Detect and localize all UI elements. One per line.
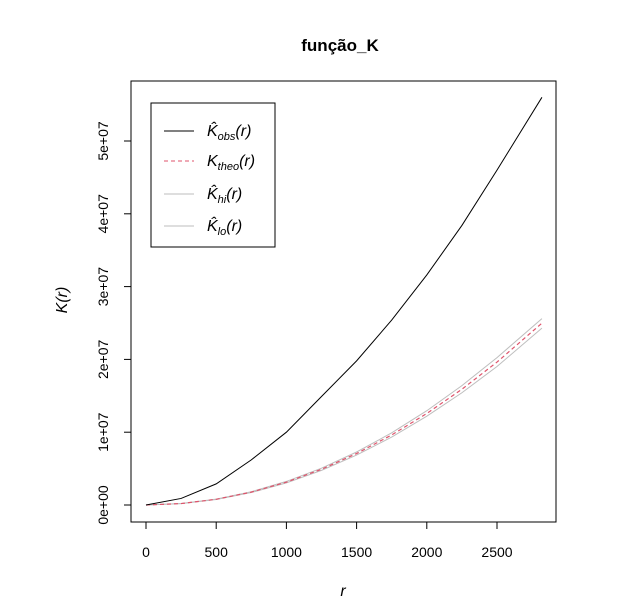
- x-axis-label: r: [340, 583, 346, 600]
- x-tick-label: 0: [142, 544, 150, 560]
- legend: K̂obs(r) Ktheo(r) K̂hi(r) K̂lo(r): [150, 102, 276, 248]
- legend-label-theo: Ktheo(r): [207, 153, 255, 173]
- legend-box: [150, 102, 276, 248]
- x-tick-label: 500: [205, 544, 229, 560]
- y-tick-label: 4e+07: [95, 194, 111, 234]
- chart-title: função_K: [301, 36, 379, 55]
- series-line-hi: [145, 318, 543, 506]
- legend-label-obs: K̂obs(r): [207, 120, 251, 143]
- y-tick-label: 0e+00: [95, 485, 111, 525]
- series-line-lo: [145, 327, 543, 506]
- x-tick-label: 1000: [271, 544, 302, 560]
- y-tick-label: 2e+07: [95, 340, 111, 380]
- legend-label-hi: K̂hi(r): [207, 183, 242, 206]
- x-tick-label: 2500: [481, 544, 512, 560]
- y-tick-label: 1e+07: [95, 412, 111, 452]
- series-line-obs: [145, 97, 543, 506]
- y-axis: 0e+00 1e+07 2e+07 3e+07 4e+07 5e+07: [95, 121, 132, 525]
- y-tick-label: 5e+07: [95, 121, 111, 161]
- x-tick-label: 1500: [341, 544, 372, 560]
- y-tick-label: 3e+07: [95, 267, 111, 307]
- series-layer: [145, 97, 543, 506]
- x-axis: 0 500 1000 1500 2000 2500: [142, 521, 513, 560]
- series-line-theo: [145, 322, 543, 506]
- x-tick-label: 2000: [411, 544, 442, 560]
- legend-label-lo: K̂lo(r): [207, 215, 242, 238]
- y-axis-label: K(r): [54, 287, 71, 314]
